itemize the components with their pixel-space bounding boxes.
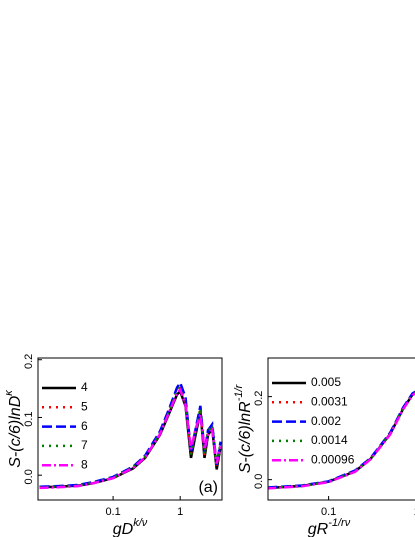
- y-label-text: S-(c/6)lnR: [237, 401, 254, 473]
- y-label-sup: κ: [3, 390, 15, 396]
- y-axis-label: S-(c/6)lnDκ: [3, 390, 24, 468]
- plot-frame: [267, 357, 415, 501]
- x-label-sup: -1/rν: [328, 517, 351, 529]
- y-label-sup: -1/r: [233, 383, 245, 401]
- plot-lines: [39, 380, 222, 490]
- legend-label: 4: [81, 380, 88, 394]
- legend-label: 0.0031: [311, 394, 348, 408]
- x-axis-label: gDk/ν: [113, 517, 148, 537]
- legend-label: 0.00096: [311, 452, 355, 466]
- series-line: [268, 392, 415, 490]
- x-axis-label: gR-1/rν: [308, 517, 351, 537]
- y-tick-label: 0.0: [23, 469, 35, 484]
- y-tick-label: 0.1: [23, 411, 35, 426]
- legend-label: 0.002: [311, 414, 341, 428]
- legend-label: 7: [81, 438, 88, 452]
- x-tick-label: 0.1: [321, 506, 336, 518]
- legend-label: 0.005: [311, 375, 341, 389]
- y-label-text: S-(c/6)lnD: [7, 395, 24, 467]
- x-tick-label: 1: [177, 506, 183, 518]
- x-label-sup: k/ν: [133, 517, 148, 529]
- y-tick-label: 0.0: [253, 474, 265, 489]
- x-tick-label: 0.1: [105, 506, 120, 518]
- legend-label: 6: [81, 419, 88, 433]
- annotation: (a): [198, 479, 218, 496]
- legend-label: 0.0014: [311, 433, 348, 447]
- plot-frame: [37, 357, 223, 501]
- legend-label: 8: [81, 457, 88, 471]
- y-tick-label: 0.2: [23, 354, 35, 369]
- y-axis-label: S-(c/6)lnR-1/r: [233, 383, 254, 473]
- series-line: [39, 387, 222, 490]
- x-label-text: gD: [113, 521, 134, 537]
- legend-label: 5: [81, 399, 88, 413]
- x-tick-label: 1: [414, 506, 415, 518]
- y-tick-label: 0.2: [253, 391, 265, 406]
- plot-lines: [268, 390, 415, 490]
- x-label-text: gR: [308, 521, 329, 537]
